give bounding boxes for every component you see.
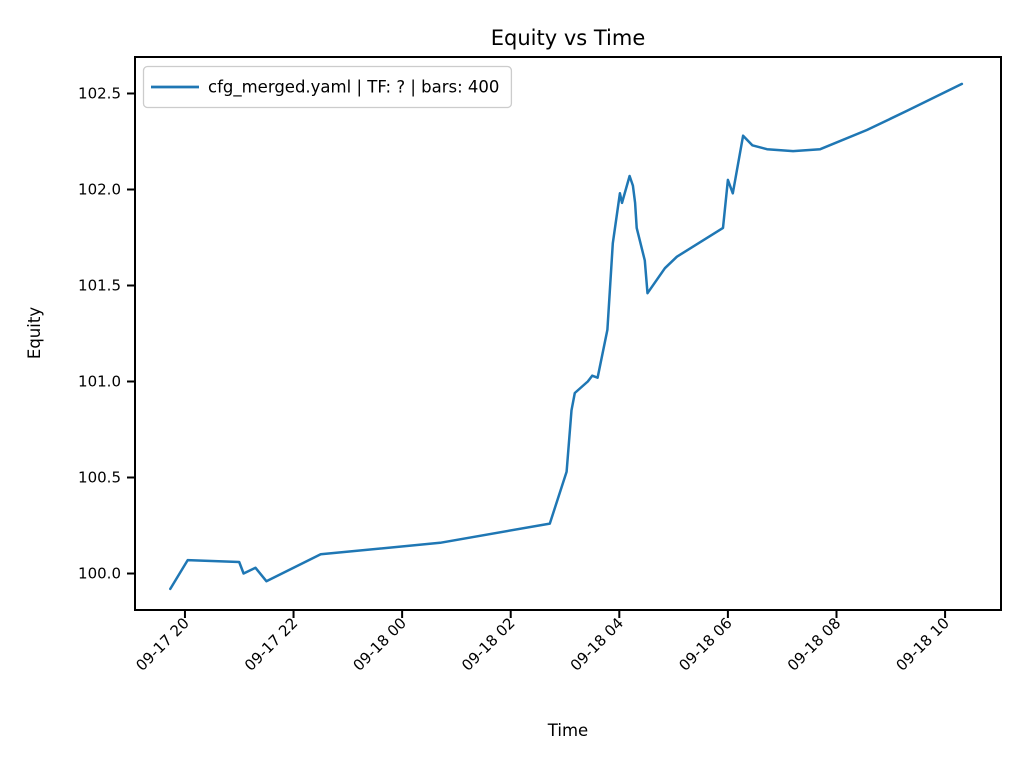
y-axis-label: Equity [25,307,44,359]
chart-title: Equity vs Time [491,26,646,50]
x-tick-label: 09-17 22 [241,614,301,674]
x-axis-label: Time [547,721,588,740]
plot-area [135,57,1001,610]
y-tick-label: 102.0 [78,181,121,199]
y-tick-label: 100.0 [78,565,121,583]
equity-line [169,82,964,591]
x-tick-label: 09-18 06 [675,614,735,674]
y-tick-label: 101.5 [78,277,121,295]
x-tick-label: 09-18 04 [567,614,627,674]
x-tick-label: 09-18 02 [458,614,518,674]
y-axis-ticks: 100.0 100.5 101.0 101.5 102.0 102.5 [78,85,135,583]
x-tick-label: 09-17 20 [132,614,192,674]
legend-box [142,65,513,109]
y-tick-label: 100.5 [78,469,121,487]
legend: cfg_merged.yaml | TF: ? | bars: 400 [142,65,513,109]
y-tick-label: 101.0 [78,373,121,391]
y-tick-label: 102.5 [78,85,121,103]
x-axis-ticks: 09-17 20 09-17 22 09-18 00 09-18 02 09-18 04… [132,610,953,675]
x-tick-label: 09-18 00 [350,614,410,674]
legend-label: cfg_merged.yaml | TF: ? | bars: 400 [208,78,499,98]
x-tick-label: 09-18 10 [892,614,952,674]
x-tick-label: 09-18 08 [784,614,844,674]
plot-frame [134,56,1002,611]
